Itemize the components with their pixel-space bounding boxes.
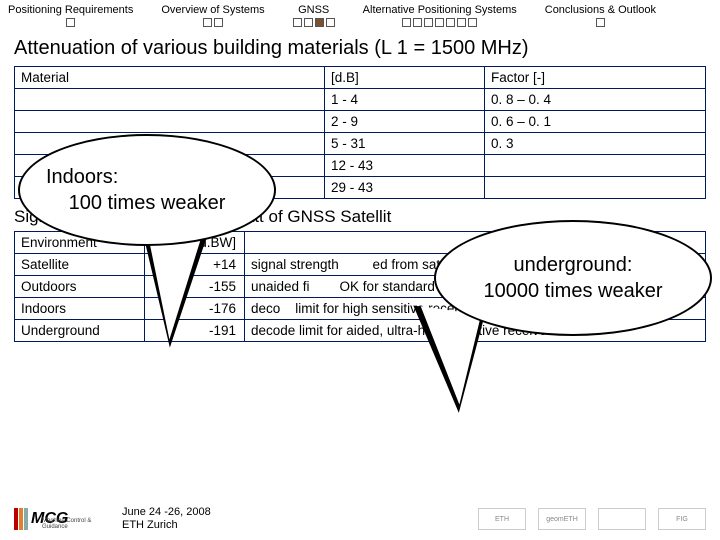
progress-box: [315, 18, 324, 27]
nav-bar: Positioning Requirements Overview of Syst…: [0, 0, 720, 29]
table-cell: 1 - 4: [325, 89, 485, 111]
table-cell: 0. 6 – 0. 1: [485, 111, 706, 133]
footer: MCG Machine Control & Guidance June 24 -…: [0, 504, 720, 534]
page-title: Attenuation of various building material…: [14, 37, 706, 60]
progress-box: [66, 18, 75, 27]
table-cell: [15, 89, 325, 111]
progress-box: [424, 18, 433, 27]
progress-box: [596, 18, 605, 27]
partner-logo: geomETH: [538, 508, 586, 530]
progress-box: [203, 18, 212, 27]
table-cell: Satellite: [15, 254, 145, 276]
partner-logos: ETH geomETH FIG: [478, 508, 706, 530]
table-row: 1 - 40. 8 – 0. 4: [15, 89, 706, 111]
table-cell: 2 - 9: [325, 111, 485, 133]
nav-progress-boxes: [66, 18, 75, 27]
progress-box: [468, 18, 477, 27]
progress-box: [214, 18, 223, 27]
nav-progress-boxes: [203, 18, 223, 27]
table-cell: Outdoors: [15, 276, 145, 298]
progress-box: [457, 18, 466, 27]
nav-progress-boxes: [402, 18, 477, 27]
nav-label: Conclusions & Outlook: [545, 4, 656, 16]
bubble2-line1: underground:: [514, 252, 633, 278]
table-row: 2 - 90. 6 – 0. 1: [15, 111, 706, 133]
table-cell: [15, 111, 325, 133]
bubble1-line2: 100 times weaker: [69, 190, 226, 216]
partner-logo: ETH: [478, 508, 526, 530]
table-header: Material: [15, 67, 325, 89]
table-header: Factor [-]: [485, 67, 706, 89]
date-line1: June 24 -26, 2008: [122, 506, 211, 519]
bubble1-line1: Indoors:: [46, 164, 118, 190]
nav-progress-boxes: [293, 18, 335, 27]
progress-box: [293, 18, 302, 27]
nav-label: Overview of Systems: [161, 4, 264, 16]
partner-logo: FIG: [658, 508, 706, 530]
table-cell: 12 - 43: [325, 155, 485, 177]
nav-label: Positioning Requirements: [8, 4, 133, 16]
table-cell: Underground: [15, 320, 145, 342]
progress-box: [326, 18, 335, 27]
bubble1-tail-fill: [149, 233, 213, 340]
progress-box: [304, 18, 313, 27]
mcg-sub: Machine Control & Guidance: [42, 518, 92, 530]
progress-box: [435, 18, 444, 27]
nav-progress-boxes: [596, 18, 605, 27]
nav-item[interactable]: GNSS: [293, 4, 335, 27]
nav-label: GNSS: [298, 4, 329, 16]
progress-box: [402, 18, 411, 27]
progress-box: [446, 18, 455, 27]
mcg-logo: MCG Machine Control & Guidance: [14, 504, 92, 534]
table-cell: 5 - 31: [325, 133, 485, 155]
nav-item[interactable]: Overview of Systems: [161, 4, 264, 27]
table-cell: 0. 3: [485, 133, 706, 155]
indoors-bubble: Indoors: 100 times weaker: [18, 134, 276, 246]
table-cell: 0. 8 – 0. 4: [485, 89, 706, 111]
date-line2: ETH Zurich: [122, 519, 211, 532]
table-cell: 29 - 43: [325, 177, 485, 199]
footer-date: June 24 -26, 2008 ETH Zurich: [122, 506, 211, 532]
bubble2-tail-fill: [408, 306, 481, 406]
progress-box: [413, 18, 422, 27]
nav-item[interactable]: Alternative Positioning Systems: [363, 4, 517, 27]
underground-bubble: underground: 10000 times weaker: [434, 220, 712, 336]
partner-logo: [598, 508, 646, 530]
bubble2-line2: 10000 times weaker: [484, 278, 663, 304]
table-cell: Indoors: [15, 298, 145, 320]
table-cell: [485, 155, 706, 177]
nav-item[interactable]: Positioning Requirements: [8, 4, 133, 27]
table-cell: [485, 177, 706, 199]
nav-label: Alternative Positioning Systems: [363, 4, 517, 16]
table-header: [d.B]: [325, 67, 485, 89]
nav-item[interactable]: Conclusions & Outlook: [545, 4, 656, 27]
